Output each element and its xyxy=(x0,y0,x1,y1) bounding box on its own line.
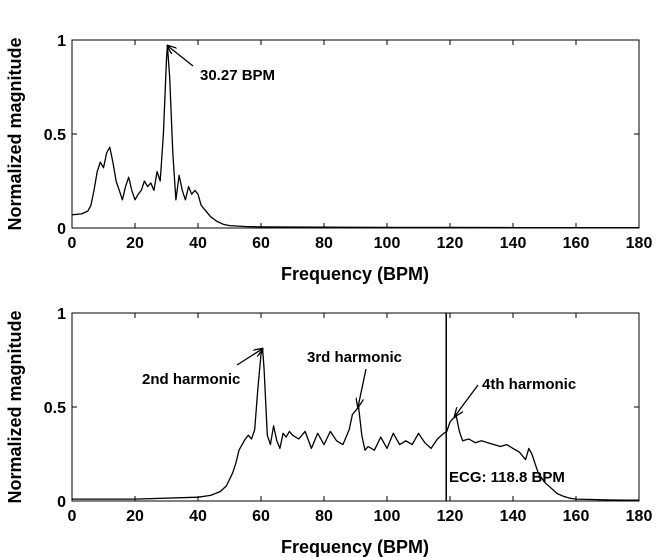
y-tick-label: 0.5 xyxy=(44,127,66,144)
top-y-axis-title: Normalized magnitude xyxy=(5,37,25,230)
x-tick-label: 180 xyxy=(626,235,653,252)
x-tick-label: 60 xyxy=(252,508,270,525)
top-plot-frame xyxy=(71,39,640,229)
top-series xyxy=(71,44,639,229)
annotation-label: 2nd harmonic xyxy=(142,371,240,388)
ecg-reference-label: ECG: 118.8 BPM xyxy=(449,469,565,486)
annotation-arrow xyxy=(358,368,367,407)
annotation-label: 3rd harmonic xyxy=(307,349,402,366)
bottom-y-ticks: 00.51 xyxy=(44,306,639,511)
x-tick-label: 60 xyxy=(252,235,270,252)
x-tick-label: 140 xyxy=(500,235,527,252)
x-tick-label: 0 xyxy=(68,508,77,525)
x-tick-label: 20 xyxy=(126,235,144,252)
x-tick-label: 120 xyxy=(437,235,464,252)
top-x-ticks: 0 20 40 60 80 100 120 140 160 180 xyxy=(68,40,653,252)
x-tick-label: 120 xyxy=(437,508,464,525)
x-tick-label: 160 xyxy=(563,508,590,525)
top-x-axis-title: Frequency (BPM) xyxy=(281,264,429,284)
y-tick-label: 1 xyxy=(57,306,66,323)
x-tick-label: 40 xyxy=(189,235,207,252)
x-tick-label: 100 xyxy=(374,508,401,525)
y-tick-label: 0.5 xyxy=(44,400,66,417)
annotation-arrow xyxy=(167,46,194,67)
y-tick-label: 0 xyxy=(57,494,66,511)
top-y-ticks: 00.51 xyxy=(44,33,639,238)
bottom-series xyxy=(72,348,639,501)
annotation-arrow xyxy=(455,384,479,416)
spectrum-line xyxy=(72,348,639,501)
y-tick-label: 1 xyxy=(57,33,66,50)
bottom-x-axis-title: Frequency (BPM) xyxy=(281,537,429,557)
x-tick-label: 80 xyxy=(315,235,333,252)
x-tick-label: 80 xyxy=(315,508,333,525)
annotation-label: 30.27 BPM xyxy=(200,67,275,84)
x-tick-label: 100 xyxy=(374,235,401,252)
x-tick-label: 0 xyxy=(68,235,77,252)
top-chart: 0 20 40 60 80 100 120 140 160 180 00.51 30.27 BPM… xyxy=(5,33,652,284)
annotation-arrow xyxy=(236,349,263,366)
bottom-annotations: 2nd harmonic 3rd harmonic 4th harmonic xyxy=(142,349,576,417)
x-tick-label: 160 xyxy=(563,235,590,252)
bottom-reference-line: ECG: 118.8 BPM xyxy=(445,313,565,501)
spectrum-line xyxy=(71,44,639,229)
bottom-x-ticks: 0 20 40 60 80 100 120 140 160 180 xyxy=(68,313,653,525)
x-tick-label: 20 xyxy=(126,508,144,525)
bottom-y-axis-title: Normalized magnitude xyxy=(5,310,25,503)
annotation-label: 4th harmonic xyxy=(482,376,576,393)
x-tick-label: 40 xyxy=(189,508,207,525)
bottom-chart: 0 20 40 60 80 100 120 140 160 180 00.51 ECG: 118.… xyxy=(5,306,652,557)
x-tick-label: 180 xyxy=(626,508,653,525)
y-tick-label: 0 xyxy=(57,221,66,238)
top-annotations: 30.27 BPM xyxy=(167,46,275,84)
x-tick-label: 140 xyxy=(500,508,527,525)
